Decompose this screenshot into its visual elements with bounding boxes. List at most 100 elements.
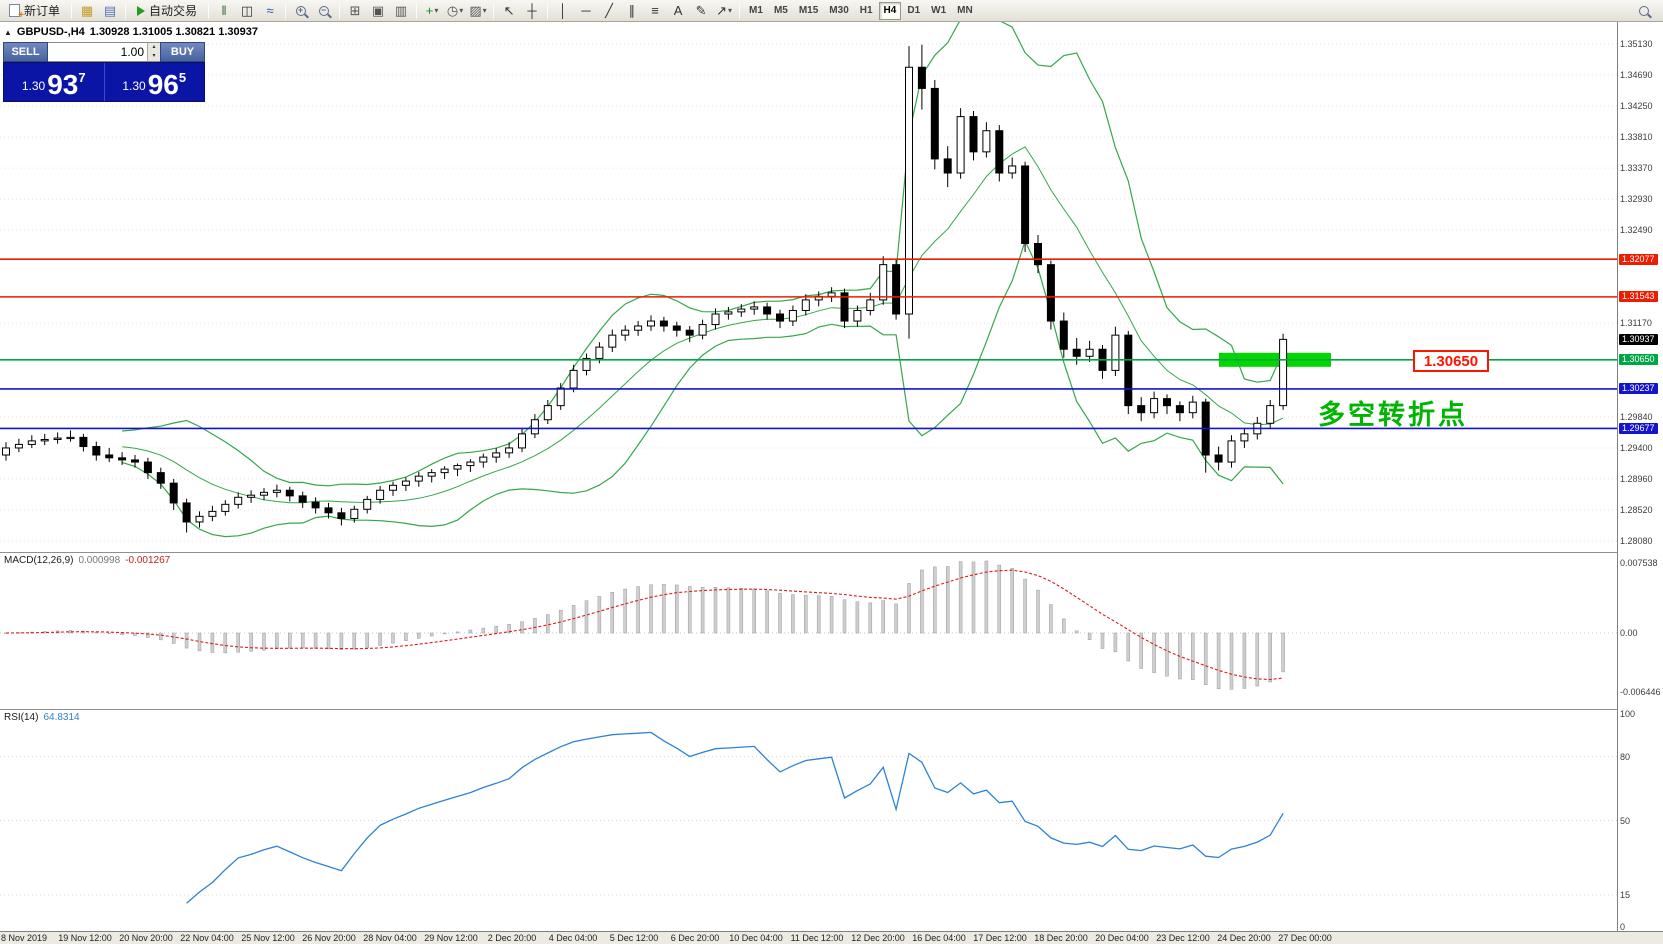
new-order-button[interactable]: 新订单 <box>2 1 67 21</box>
price-tag-1.32077: 1.32077 <box>1619 253 1658 265</box>
macd-scale-tick: 0.00 <box>1620 628 1638 638</box>
templates-button[interactable]: ▨ ▾ <box>467 1 489 21</box>
market-watch-button[interactable]: ▦ <box>76 1 98 21</box>
templates-caret-icon[interactable]: ▾ <box>482 6 487 15</box>
periods-caret-icon[interactable]: ▾ <box>459 6 464 15</box>
time-label: 20 Dec 04:00 <box>1095 933 1149 943</box>
time-label: 16 Dec 04:00 <box>912 933 966 943</box>
macd-panel-chart[interactable] <box>0 553 1617 709</box>
zoom-in-icon: + <box>296 5 307 16</box>
price-tag-1.30650: 1.30650 <box>1619 354 1658 366</box>
zoom-in-button[interactable]: + <box>290 1 312 21</box>
price-tick: 1.34250 <box>1620 101 1653 112</box>
price-tag-1.31543: 1.31543 <box>1619 291 1658 303</box>
horizontal-line-button[interactable]: ─ <box>575 1 597 21</box>
search-icon <box>1639 5 1649 16</box>
periods-button[interactable]: ◷ ▾ <box>444 1 466 21</box>
price-chart[interactable] <box>0 22 1617 552</box>
crosshair-button[interactable]: ┼ <box>521 1 543 21</box>
cursor-button[interactable]: ↖ <box>498 1 520 21</box>
timeframe-m5-button[interactable]: M5 <box>769 2 793 20</box>
indicators-button[interactable]: + ▾ <box>421 1 443 21</box>
rsi-scale-tick: 15 <box>1620 890 1631 901</box>
price-tick: 1.29400 <box>1620 442 1653 453</box>
trendline-icon: ╱ <box>605 3 613 18</box>
navigator-button[interactable]: ▤ <box>99 1 121 21</box>
chart-shift-button[interactable]: ▥ <box>390 1 412 21</box>
bid-price-tag: 1.30937 <box>1619 334 1658 346</box>
volume-decrease-button[interactable]: ▾ <box>152 53 156 59</box>
symbol-ohlc-values: 1.30928 1.31005 1.30821 1.30937 <box>89 26 258 38</box>
crosshair-icon: ┼ <box>527 3 537 18</box>
one-click-trading-panel: SELL 1.00 ▴ ▾ BUY 1.30 93 7 1.30 96 5 <box>3 42 205 102</box>
search-button[interactable] <box>1633 1 1655 21</box>
text-button[interactable]: A <box>667 1 689 21</box>
price-scale[interactable]: 1.35130 1.34690 1.34250 1.33810 1.33370 1.329… <box>1617 22 1663 931</box>
sell-button[interactable]: SELL <box>3 42 48 62</box>
time-label: 22 Nov 04:00 <box>180 933 234 943</box>
auto-scroll-button[interactable]: ▣ <box>367 1 389 21</box>
arrows-caret-icon[interactable]: ▾ <box>727 6 732 15</box>
equidistant-channel-button[interactable]: ∥ <box>621 1 643 21</box>
time-label: 18 Dec 20:00 <box>1034 933 1088 943</box>
candlestick-chart-button[interactable]: ◫ <box>236 1 258 21</box>
volume-stepper[interactable]: 1.00 ▴ ▾ <box>48 42 160 62</box>
bar-chart-button[interactable]: ǁ <box>213 1 235 21</box>
rsi-panel-chart[interactable] <box>0 710 1617 930</box>
timeframe-m30-button[interactable]: M30 <box>824 2 853 20</box>
trendline-button[interactable]: ╱ <box>598 1 620 21</box>
ask-price[interactable]: 1.30 96 5 <box>122 69 187 101</box>
timeframe-h4-button[interactable]: H4 <box>878 1 902 20</box>
indicators-caret-icon[interactable]: ▾ <box>434 6 439 15</box>
timeframe-d1-button[interactable]: D1 <box>902 2 925 20</box>
macd-label: MACD(12,26,9) 0.000998 -0.001267 <box>4 555 171 566</box>
timeframe-w1-button[interactable]: W1 <box>926 2 951 20</box>
zoom-out-button[interactable]: − <box>313 1 335 21</box>
text-label-button[interactable]: ✎ <box>690 1 712 21</box>
time-label: 12 Dec 20:00 <box>851 933 905 943</box>
timeframe-buttons: M1 M5 M15 M30 H1 H4 D1 W1 MN <box>744 1 978 20</box>
autotrading-label: 自动交易 <box>149 4 198 18</box>
time-label: 25 Nov 12:00 <box>241 933 295 943</box>
time-scale[interactable]: 8 Nov 2019 19 Nov 12:00 20 Nov 20:00 22 Nov… <box>0 931 1663 944</box>
fibonacci-icon: ≡ <box>651 3 659 18</box>
time-label: 20 Nov 20:00 <box>119 933 173 943</box>
price-tick: 1.33370 <box>1620 163 1653 174</box>
bid-price[interactable]: 1.30 93 7 <box>21 69 86 101</box>
time-label: 2 Dec 20:00 <box>487 933 537 943</box>
time-label: 6 Dec 20:00 <box>670 933 720 943</box>
indicators-icon: + <box>425 3 434 18</box>
volume-increase-button[interactable]: ▴ <box>152 44 156 50</box>
quote-panel-toggle-icon[interactable]: ▲ <box>4 27 12 37</box>
chart-shift-icon: ▥ <box>394 3 408 18</box>
volume-value[interactable]: 1.00 <box>120 45 144 59</box>
rsi-scale-tick: 0 <box>1620 922 1626 931</box>
rsi-scale-tick: 100 <box>1620 709 1636 719</box>
macd-signal-line <box>5 569 1284 681</box>
time-label: 28 Nov 04:00 <box>363 933 417 943</box>
tile-windows-button[interactable]: ⊞ <box>344 1 366 21</box>
price-tick: 1.35130 <box>1620 39 1653 49</box>
timeframe-h1-button[interactable]: H1 <box>855 2 878 20</box>
autotrading-icon <box>137 5 146 16</box>
bar-chart-icon: ǁ <box>221 3 227 18</box>
timeframe-m15-button[interactable]: M15 <box>794 2 823 20</box>
toolbar-separator <box>208 2 210 19</box>
panel-separator[interactable] <box>0 709 1663 710</box>
rsi-scale-tick: 80 <box>1620 751 1631 762</box>
horizontal-line-icon: ─ <box>581 3 591 18</box>
auto-scroll-icon: ▣ <box>371 3 385 18</box>
panel-separator[interactable] <box>0 552 1663 553</box>
fibonacci-button[interactable]: ≡ <box>644 1 666 21</box>
price-tag-1.30237: 1.30237 <box>1619 383 1658 395</box>
price-divider <box>103 63 105 101</box>
vertical-line-button[interactable]: │ <box>552 1 574 21</box>
line-chart-button[interactable]: ≈ <box>259 1 281 21</box>
buy-button[interactable]: BUY <box>160 42 205 62</box>
timeframe-mn-button[interactable]: MN <box>952 2 978 20</box>
periods-icon: ◷ <box>446 3 459 18</box>
arrows-button[interactable]: ↗ ▾ <box>713 1 735 21</box>
timeframe-m1-button[interactable]: M1 <box>744 2 768 20</box>
autotrading-button[interactable]: 自动交易 <box>130 1 204 21</box>
annotation-price-callout: 1.30650 <box>1413 350 1489 372</box>
